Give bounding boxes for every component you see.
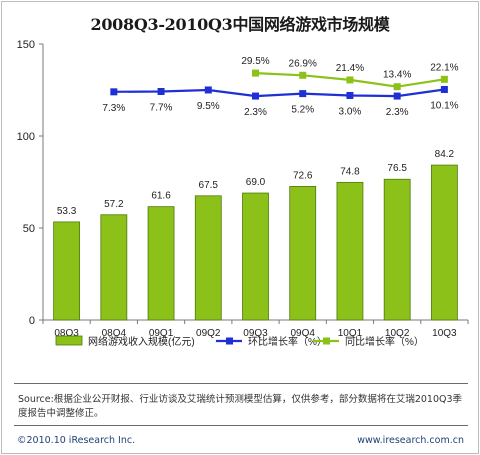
bar-value-label: 74.8 xyxy=(340,166,360,177)
bar-10Q3 xyxy=(430,164,458,321)
chart-title: 2008Q3-2010Q3中国网络游戏市场规模 xyxy=(90,15,390,34)
line-value-label: 3.0% xyxy=(339,106,362,117)
bar-08Q4 xyxy=(100,214,128,321)
line-point xyxy=(440,85,448,93)
bar-09Q2 xyxy=(194,195,222,321)
legend-swatch-marker xyxy=(226,337,233,345)
x-tick-label: 08Q3 xyxy=(54,328,79,339)
source-note: Source:根据企业公开财报、行业访谈及艾瑞统计预测模型估算，仅供参考，部分数… xyxy=(18,394,463,419)
line-value-label: 7.7% xyxy=(150,102,173,113)
y-tick-label: 50 xyxy=(23,223,35,235)
line-point xyxy=(440,75,448,83)
bar-value-label: 76.5 xyxy=(387,163,407,174)
copyright-text: ©2010.10 iResearch Inc. xyxy=(17,435,136,446)
legend-label: 同比增长率（%） xyxy=(345,335,424,348)
y-tick-label: 100 xyxy=(17,131,35,143)
x-tick-label: 10Q1 xyxy=(338,328,363,339)
line-point xyxy=(157,87,165,95)
bar-09Q4 xyxy=(289,186,317,321)
x-tick-label: 08Q4 xyxy=(102,328,127,339)
x-tick-label: 09Q3 xyxy=(243,328,268,339)
chart-svg: 0 50 100 150 53.3 57.2 61.6 67.5 69.0 72.6 74.8 76.… xyxy=(17,39,469,348)
line-point xyxy=(346,76,354,84)
bar-09Q3 xyxy=(242,192,269,321)
x-tick-label: 10Q3 xyxy=(432,328,457,339)
bar-value-label: 72.6 xyxy=(293,170,313,181)
line-point xyxy=(204,86,212,94)
bar-value-label: 61.6 xyxy=(151,191,171,202)
line-point xyxy=(299,90,307,98)
legend-label: 环比增长率（%） xyxy=(248,335,327,348)
y-tick-label: 0 xyxy=(29,315,35,327)
bar-10Q2 xyxy=(383,178,411,321)
bar-value-label: 69.0 xyxy=(246,177,266,188)
website-link[interactable]: www.iresearch.com.cn xyxy=(357,435,464,446)
bar-value-label: 67.5 xyxy=(199,180,219,191)
line-value-label: 9.5% xyxy=(197,101,220,112)
line-value-label: 29.5% xyxy=(241,56,269,67)
line-value-label: 21.4% xyxy=(336,63,364,74)
line-point xyxy=(252,69,259,77)
x-tick-label: 10Q2 xyxy=(385,328,410,339)
bar-value-label: 57.2 xyxy=(104,199,124,210)
x-tick-label: 09Q2 xyxy=(196,328,221,339)
line-qoq xyxy=(113,88,445,98)
line-value-label: 26.9% xyxy=(289,58,317,69)
line-value-label: 13.4% xyxy=(383,70,411,81)
line-point xyxy=(393,83,401,91)
line-value-label: 7.3% xyxy=(102,103,125,114)
x-tick-label: 09Q1 xyxy=(149,328,174,339)
bar-08Q3 xyxy=(53,221,81,321)
line-value-label: 2.3% xyxy=(386,107,409,118)
note-divider-bottom xyxy=(14,425,468,426)
legend-label: 网络游戏收入规模(亿元) xyxy=(88,335,195,348)
bar-value-label: 53.3 xyxy=(57,206,77,217)
y-tick-label: 150 xyxy=(17,39,35,51)
line-value-label: 22.1% xyxy=(430,62,458,73)
line-point xyxy=(393,92,401,100)
line-point xyxy=(252,92,259,100)
bar-value-label: 84.2 xyxy=(435,149,455,160)
line-point xyxy=(299,71,307,79)
legend-swatch-marker xyxy=(323,337,330,345)
note-divider-top xyxy=(14,383,468,384)
x-tick-label: 09Q4 xyxy=(290,328,315,339)
line-value-label: 2.3% xyxy=(244,107,267,118)
line-point xyxy=(346,91,354,99)
bar-09Q1 xyxy=(147,206,175,321)
bar-10Q1 xyxy=(336,181,364,321)
legend-swatch xyxy=(55,335,83,346)
line-value-label: 5.2% xyxy=(291,105,314,116)
line-value-label: 10.1% xyxy=(430,100,458,111)
line-point xyxy=(110,88,118,96)
